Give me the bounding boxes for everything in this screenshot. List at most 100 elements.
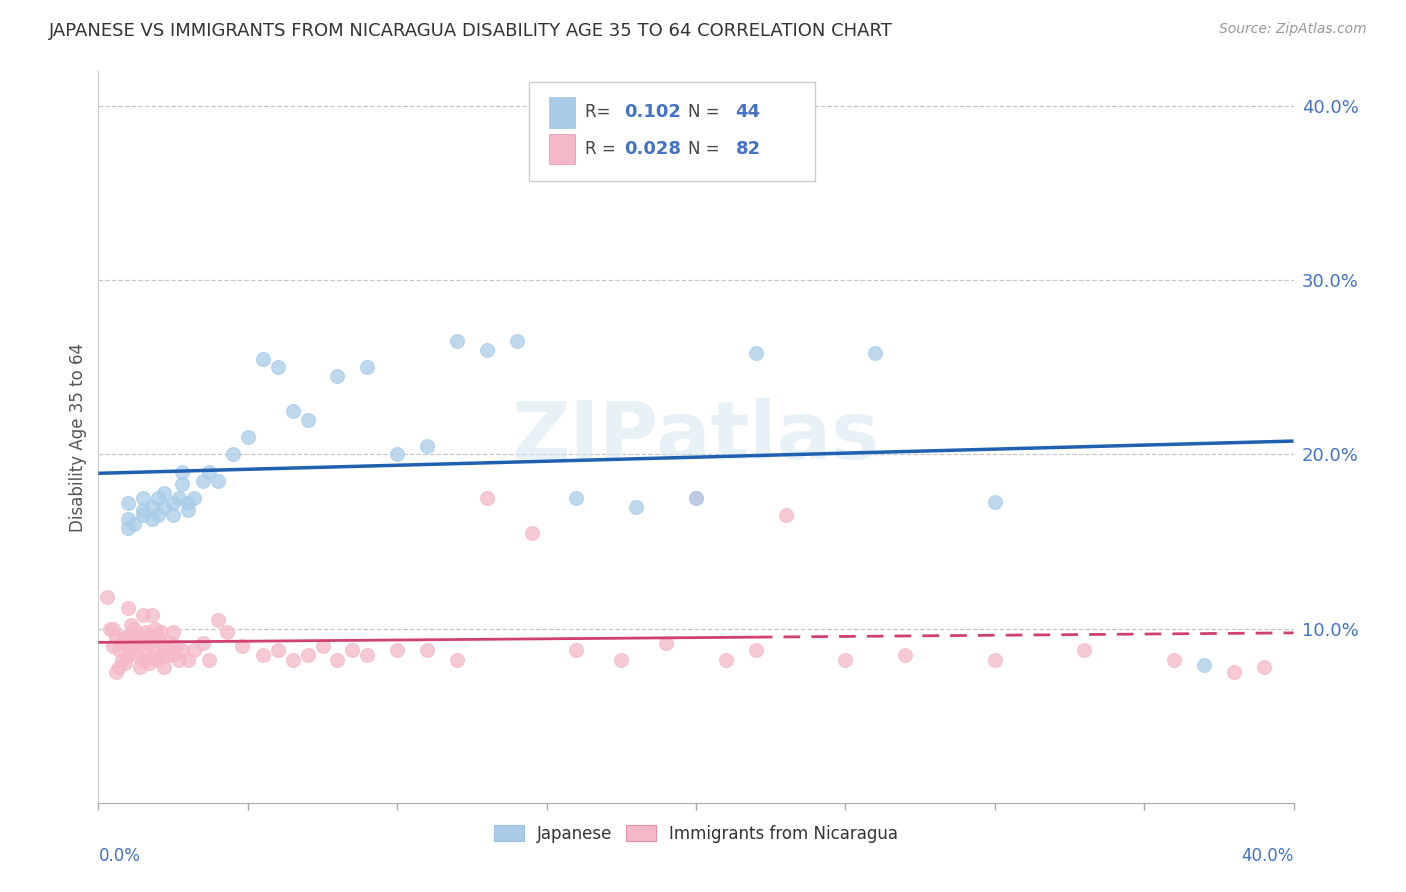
Point [172, 465, 194, 479]
Point [231, 639, 253, 653]
Text: JAPANESE VS IMMIGRANTS FROM NICARAGUA DISABILITY AGE 35 TO 64 CORRELATION CHART: JAPANESE VS IMMIGRANTS FROM NICARAGUA DI… [49, 22, 893, 40]
Point [172, 642, 194, 657]
Point [117, 521, 139, 535]
Point [685, 491, 707, 505]
Point [114, 657, 136, 671]
Point [775, 508, 797, 523]
Point [356, 360, 378, 375]
Point [153, 660, 176, 674]
Point [124, 517, 146, 532]
Text: N =: N = [688, 140, 724, 158]
Point [162, 648, 184, 662]
Text: 0.028: 0.028 [624, 140, 682, 158]
Point [267, 360, 290, 375]
Point [103, 639, 125, 653]
Point [865, 346, 887, 360]
Text: 0.0%: 0.0% [98, 847, 141, 864]
Point [117, 648, 139, 662]
Point [132, 491, 155, 505]
Point [141, 651, 163, 665]
Point [610, 653, 633, 667]
Point [153, 485, 176, 500]
Point [894, 648, 917, 662]
Point [834, 653, 856, 667]
Point [120, 642, 142, 657]
Point [108, 660, 131, 674]
Point [191, 474, 214, 488]
Point [132, 508, 155, 523]
Point [1192, 658, 1215, 673]
Point [745, 346, 768, 360]
Text: Source: ZipAtlas.com: Source: ZipAtlas.com [1219, 22, 1367, 37]
Point [172, 477, 194, 491]
Point [129, 635, 152, 649]
Point [520, 525, 543, 540]
Point [191, 635, 214, 649]
Point [105, 631, 128, 645]
Point [385, 448, 409, 462]
Point [143, 622, 166, 636]
Point [252, 351, 274, 366]
Point [215, 625, 238, 640]
Point [132, 653, 155, 667]
Point [120, 618, 142, 632]
Point [150, 625, 173, 640]
Point [416, 439, 439, 453]
Point [1073, 642, 1095, 657]
Point [132, 607, 155, 622]
Point [222, 448, 245, 462]
Text: ZIPatlas: ZIPatlas [512, 398, 880, 476]
Point [198, 653, 221, 667]
Text: 82: 82 [735, 140, 761, 158]
Point [132, 631, 155, 645]
Point [177, 653, 200, 667]
Point [148, 491, 170, 505]
Legend: Japanese, Immigrants from Nicaragua: Japanese, Immigrants from Nicaragua [486, 818, 905, 849]
Point [150, 648, 173, 662]
Point [252, 648, 274, 662]
Point [138, 657, 160, 671]
Point [159, 635, 181, 649]
Point [127, 631, 149, 645]
Point [153, 639, 176, 653]
Point [135, 625, 157, 640]
Point [326, 369, 349, 384]
Point [207, 613, 229, 627]
Point [342, 642, 364, 657]
Point [326, 653, 349, 667]
Point [124, 622, 146, 636]
Point [475, 491, 498, 505]
Point [135, 648, 157, 662]
Bar [548, 97, 575, 128]
Point [183, 491, 205, 505]
Point [297, 412, 319, 426]
Text: 40.0%: 40.0% [1241, 847, 1294, 864]
Y-axis label: Disability Age 35 to 64: Disability Age 35 to 64 [69, 343, 87, 532]
Point [198, 465, 221, 479]
Point [117, 496, 139, 510]
Point [356, 648, 378, 662]
Point [141, 607, 163, 622]
Point [506, 334, 529, 349]
Text: N =: N = [688, 103, 724, 121]
Point [129, 660, 152, 674]
Point [162, 508, 184, 523]
Point [167, 491, 190, 505]
Point [156, 648, 179, 662]
Point [565, 642, 588, 657]
Point [124, 639, 146, 653]
Point [416, 642, 439, 657]
Text: R =: R = [585, 140, 621, 158]
Point [117, 600, 139, 615]
Point [714, 653, 737, 667]
Point [475, 343, 498, 357]
Point [281, 404, 304, 418]
Point [1253, 660, 1275, 674]
Point [207, 474, 229, 488]
Point [117, 512, 139, 526]
Point [141, 631, 163, 645]
Point [148, 508, 170, 523]
Point [162, 625, 184, 640]
Point [162, 496, 184, 510]
Point [167, 653, 190, 667]
